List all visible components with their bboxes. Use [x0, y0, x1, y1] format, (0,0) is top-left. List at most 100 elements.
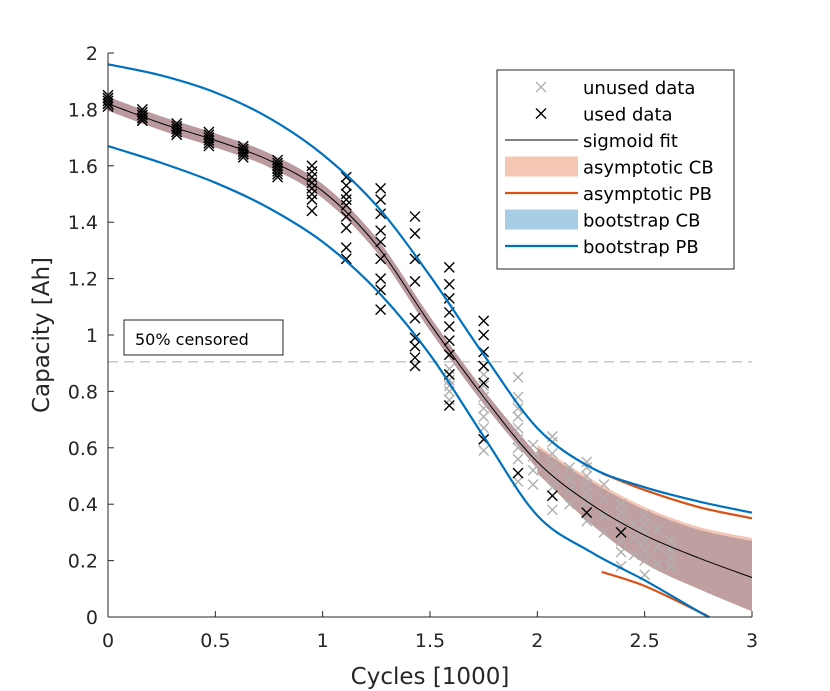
used-data-point — [272, 165, 284, 177]
unused-data-point — [581, 470, 593, 482]
unused-data-point — [639, 543, 651, 555]
x-tick-label: 2.5 — [630, 630, 660, 652]
unused-data-point — [639, 518, 651, 530]
used-data-point — [375, 194, 387, 206]
used-data-point — [306, 188, 318, 200]
legend-label: unused data — [583, 78, 695, 99]
unused-data-point — [615, 535, 627, 547]
unused-data-point — [615, 498, 627, 510]
used-data-point — [443, 400, 455, 411]
unused-data-point — [478, 368, 490, 380]
used-data-point — [136, 109, 148, 121]
unused-data-point — [598, 493, 610, 505]
y-tick-label: 0.8 — [68, 381, 98, 403]
unused-data-point — [478, 411, 490, 423]
y-tick-label: 0.2 — [68, 551, 98, 573]
used-data-point — [203, 132, 215, 144]
used-data-point — [237, 140, 249, 152]
unused-data-point — [546, 481, 558, 493]
used-data-point — [546, 490, 558, 502]
legend-entry: unused data — [535, 78, 695, 99]
used-data-point — [171, 129, 183, 141]
used-data-point — [478, 329, 490, 341]
used-data-point — [306, 160, 318, 172]
unused-data-point — [512, 453, 524, 465]
unused-data-point — [512, 371, 524, 383]
x-tick-label: 2 — [531, 630, 543, 652]
used-data-point — [409, 275, 421, 287]
unused-data-point — [581, 456, 593, 468]
x-tick-label: 1.5 — [415, 630, 445, 652]
y-tick-label: 0.6 — [68, 438, 98, 460]
annotation-text: 50% censored — [135, 330, 249, 349]
used-data-point — [443, 278, 455, 290]
unused-data-point — [527, 478, 539, 490]
unused-data-point — [598, 509, 610, 521]
y-ticks: 0 0.2 0.4 0.6 0.8 1 1.2 1.4 1.6 1.8 2 — [68, 43, 114, 629]
x-tick-label: 3 — [746, 630, 758, 652]
unused-data-point — [512, 422, 524, 434]
used-data-point — [409, 332, 421, 344]
legend: unused data used data sigmoid fit asymptoti… — [496, 69, 735, 270]
unused-data-point — [664, 560, 676, 572]
y-tick-label: 0 — [86, 607, 98, 629]
annotation-box — [123, 319, 284, 356]
x-axis-label: Cycles [1000] — [351, 664, 510, 690]
used-data-point — [409, 352, 421, 364]
unused-data-point — [443, 394, 455, 406]
used-data-point — [340, 180, 352, 192]
legend-entry: asymptotic PB — [505, 184, 712, 205]
legend-label: sigmoid fit — [583, 131, 678, 152]
used-data-point — [409, 227, 421, 239]
legend-swatch — [505, 209, 578, 230]
y-tick-label: 1 — [86, 325, 98, 347]
legend-entry: bootstrap PB — [505, 237, 699, 258]
used-data-point — [581, 507, 593, 519]
used-data-point — [237, 143, 249, 155]
legend-entry: sigmoid fit — [505, 131, 678, 152]
used-data-point — [237, 151, 249, 163]
used-data-point — [443, 261, 455, 273]
used-data-point — [375, 225, 387, 237]
used-data-point — [171, 123, 183, 135]
unused-data-point — [564, 473, 576, 485]
used-data-point — [272, 163, 284, 175]
used-data-point — [478, 360, 490, 372]
legend-label: asymptotic PB — [583, 184, 712, 205]
y-tick-label: 1.2 — [68, 269, 98, 291]
used-data-point — [272, 154, 284, 166]
unused-data-point — [628, 532, 640, 544]
unused-data-point — [652, 524, 664, 536]
y-tick-label: 1.6 — [68, 156, 98, 178]
unused-data-point — [478, 402, 490, 414]
used-data-point — [306, 205, 318, 217]
y-tick-label: 2 — [86, 43, 98, 65]
unused-data-point — [564, 462, 576, 474]
used-data-point — [340, 242, 352, 254]
used-data-point — [306, 171, 318, 183]
y-tick-label: 0.4 — [68, 494, 98, 516]
used-data-point — [340, 222, 352, 234]
used-data-point — [272, 168, 284, 180]
unused-data-point — [652, 557, 664, 569]
used-data-point — [171, 126, 183, 138]
used-data-point — [615, 526, 627, 538]
y-axis-label: Capacity [Ah] — [29, 257, 55, 413]
used-data-point — [136, 112, 148, 124]
used-data-point — [443, 349, 455, 361]
used-data-point — [512, 467, 524, 479]
legend-entries: unused data used data sigmoid fit asymptoti… — [505, 78, 714, 258]
legend-entry: used data — [535, 105, 673, 126]
used-data-point — [203, 126, 215, 138]
used-data-point — [203, 140, 215, 152]
unused-data-point — [615, 507, 627, 519]
unused-data-point — [664, 535, 676, 547]
x-tick-label: 0.5 — [200, 630, 230, 652]
used-data-point — [375, 182, 387, 194]
x-tick-label: 1 — [317, 630, 329, 652]
used-data-point — [136, 103, 148, 115]
unused-data-point — [581, 487, 593, 499]
unused-data-point — [546, 504, 558, 516]
bootstrap-pb-upper-line — [107, 63, 753, 514]
used-data-point — [409, 211, 421, 223]
